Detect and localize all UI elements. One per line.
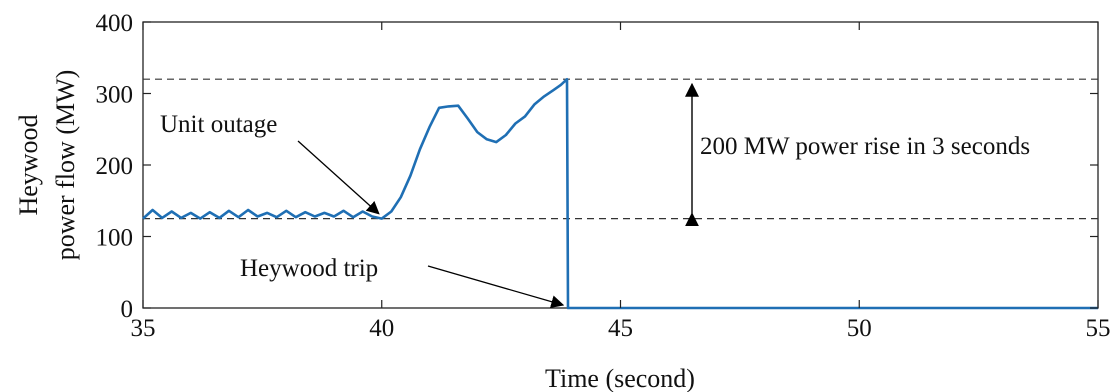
annotation-power-rise: 200 MW power rise in 3 seconds xyxy=(700,133,1030,160)
y-tick-label: 300 xyxy=(96,82,134,109)
annotation-arrow-heywood-trip xyxy=(427,265,565,308)
reference-lines xyxy=(143,78,1098,220)
y-axis-label-line-2: power flow (MW) xyxy=(51,70,80,261)
x-tick-label: 40 xyxy=(369,315,394,342)
x-tick-label: 45 xyxy=(608,315,633,342)
y-tick-label: 100 xyxy=(96,225,134,252)
annotation-heywood-trip: Heywood trip xyxy=(240,255,378,282)
y-axis-label-line-1: Heywood xyxy=(14,114,43,215)
plot-area xyxy=(142,21,1099,309)
annotation-arrow-unit-outage xyxy=(297,140,380,215)
x-axis-label: Time (second) xyxy=(545,364,695,392)
tick-group: 35 40 45 50 55 0 100 200 300 400 xyxy=(96,10,1111,342)
y-tick-label: 400 xyxy=(96,10,134,37)
annotation-group: Unit outage Heywood trip 200 MW power rise… xyxy=(160,82,1078,308)
annotation-label-background xyxy=(698,128,1078,162)
x-tick-label: 50 xyxy=(847,315,872,342)
y-tick-label: 200 xyxy=(96,153,134,180)
annotation-unit-outage: Unit outage xyxy=(160,111,277,138)
y-tick-label: 0 xyxy=(121,296,134,323)
x-tick-label: 35 xyxy=(131,315,156,342)
x-tick-label: 55 xyxy=(1086,315,1111,342)
